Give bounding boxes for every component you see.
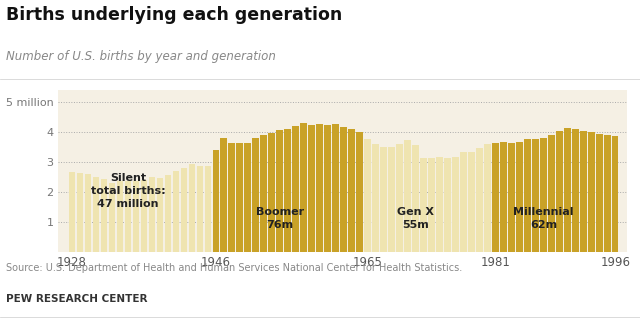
- Bar: [580, 130, 586, 252]
- Bar: [141, 180, 147, 252]
- Bar: [588, 132, 595, 252]
- Bar: [196, 166, 203, 252]
- Bar: [300, 123, 307, 252]
- Bar: [228, 143, 235, 252]
- Bar: [388, 147, 395, 252]
- Bar: [564, 128, 570, 252]
- Bar: [380, 147, 387, 252]
- Bar: [180, 168, 187, 252]
- Bar: [364, 140, 371, 252]
- Bar: [572, 129, 579, 252]
- Bar: [532, 140, 539, 252]
- Bar: [468, 152, 475, 252]
- Bar: [596, 134, 602, 252]
- Text: Boomer
76m: Boomer 76m: [255, 207, 304, 230]
- Bar: [292, 126, 299, 252]
- Bar: [100, 179, 108, 252]
- Bar: [508, 143, 515, 252]
- Bar: [116, 181, 123, 252]
- Bar: [157, 178, 163, 252]
- Text: Source: U.S. Department of Health and Human Services National Center for Health : Source: U.S. Department of Health and Hu…: [6, 263, 463, 273]
- Bar: [284, 129, 291, 252]
- Bar: [77, 173, 83, 252]
- Text: Silent
total births:
47 million: Silent total births: 47 million: [91, 173, 165, 209]
- Text: Number of U.S. births by year and generation: Number of U.S. births by year and genera…: [6, 50, 276, 63]
- Bar: [500, 142, 507, 252]
- Bar: [260, 135, 267, 252]
- Bar: [396, 144, 403, 252]
- Bar: [132, 181, 139, 252]
- Bar: [516, 142, 523, 252]
- Bar: [548, 135, 555, 252]
- Bar: [308, 125, 315, 252]
- Bar: [205, 166, 211, 252]
- Bar: [476, 148, 483, 252]
- Text: Gen X
55m: Gen X 55m: [397, 207, 434, 230]
- Bar: [444, 158, 451, 252]
- Text: Births underlying each generation: Births underlying each generation: [6, 6, 342, 25]
- Bar: [556, 131, 563, 252]
- Bar: [404, 141, 411, 252]
- Bar: [484, 144, 491, 252]
- Bar: [173, 171, 179, 252]
- Bar: [492, 143, 499, 252]
- Bar: [221, 138, 227, 252]
- Bar: [524, 140, 531, 252]
- Bar: [125, 181, 131, 252]
- Bar: [436, 157, 443, 252]
- Bar: [412, 145, 419, 252]
- Bar: [428, 158, 435, 252]
- Bar: [540, 138, 547, 252]
- Text: Millennial
62m: Millennial 62m: [513, 207, 573, 230]
- Bar: [93, 177, 99, 252]
- Bar: [236, 143, 243, 252]
- Bar: [372, 144, 379, 252]
- Bar: [68, 172, 76, 252]
- Bar: [276, 130, 283, 252]
- Bar: [212, 150, 219, 252]
- Text: PEW RESEARCH CENTER: PEW RESEARCH CENTER: [6, 294, 148, 304]
- Bar: [324, 125, 331, 252]
- Bar: [189, 164, 195, 252]
- Bar: [332, 124, 339, 252]
- Bar: [612, 136, 618, 252]
- Bar: [340, 127, 347, 252]
- Bar: [252, 138, 259, 252]
- Bar: [84, 173, 92, 252]
- Bar: [148, 177, 155, 252]
- Bar: [452, 157, 459, 252]
- Bar: [356, 132, 363, 252]
- Bar: [348, 129, 355, 252]
- Bar: [316, 124, 323, 252]
- Bar: [420, 158, 427, 252]
- Bar: [460, 152, 467, 252]
- Bar: [164, 175, 171, 252]
- Bar: [244, 143, 251, 252]
- Bar: [604, 135, 611, 252]
- Bar: [109, 183, 115, 252]
- Bar: [268, 133, 275, 252]
